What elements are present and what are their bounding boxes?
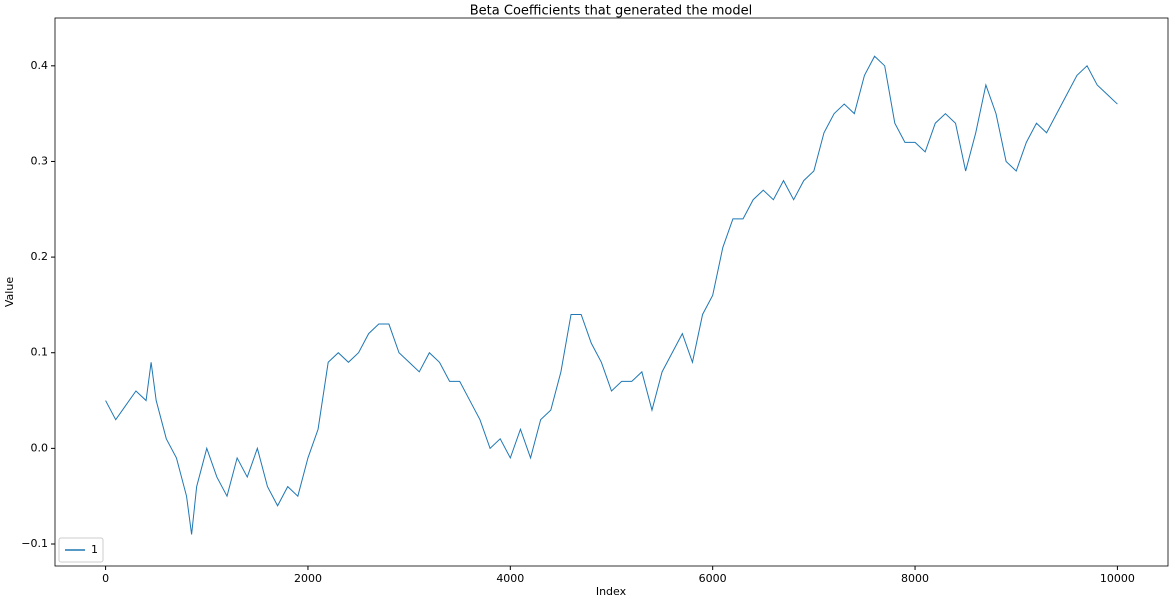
x-tick-label: 0 [102, 572, 109, 585]
x-tick-label: 2000 [294, 572, 322, 585]
x-axis-label: Index [596, 585, 627, 598]
x-tick-label: 6000 [699, 572, 727, 585]
x-tick-label: 8000 [901, 572, 929, 585]
line-series [105, 55, 1118, 535]
y-tick-label: 0.2 [31, 250, 49, 263]
y-tick-label: 0.3 [31, 154, 49, 167]
plot-frame [54, 17, 1169, 567]
x-tick-label: 10000 [1100, 572, 1135, 585]
chart-title: Beta Coefficients that generated the mod… [470, 4, 752, 19]
y-tick-label: 0.4 [31, 59, 49, 72]
legend-label: 1 [91, 543, 98, 556]
y-tick-label: 0.1 [31, 346, 49, 359]
y-axis-label: Value [3, 277, 16, 307]
x-tick-label: 4000 [496, 572, 524, 585]
y-tick-label: −0.1 [21, 537, 48, 550]
y-tick-label: 0.0 [31, 441, 49, 454]
